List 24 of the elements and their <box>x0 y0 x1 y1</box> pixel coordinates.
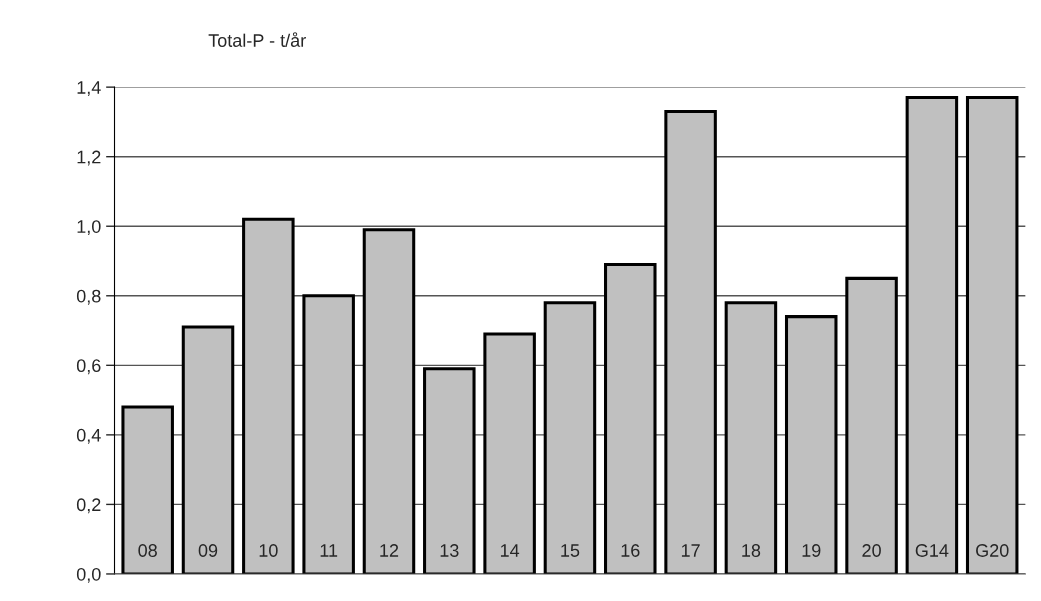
y-tick-label: 0,0 <box>76 567 101 583</box>
x-tick-label: 08 <box>138 544 157 557</box>
y-tick-label: 1,2 <box>77 150 101 166</box>
x-tick-label: G14 <box>915 544 949 557</box>
x-tick-label: 10 <box>259 544 278 557</box>
y-tick-label: 1,0 <box>77 220 101 236</box>
y-tick-label: 1,4 <box>77 81 101 96</box>
x-tick-label: 14 <box>500 544 520 557</box>
x-tick-label: 12 <box>380 544 399 557</box>
x-tick-label: 15 <box>561 544 580 557</box>
x-tick-label: G20 <box>976 544 1009 557</box>
x-tick-label: 20 <box>862 544 881 557</box>
x-tick-label: 13 <box>440 544 459 557</box>
x-tick-label: 16 <box>621 544 640 557</box>
x-tick-label: 11 <box>320 544 338 557</box>
y-tick-label: 0,4 <box>76 428 101 444</box>
x-tick-label: 19 <box>802 544 821 557</box>
y-tick-label: 0,8 <box>76 289 101 305</box>
x-tick-label: 09 <box>198 544 218 557</box>
y-tick-label: 0,2 <box>76 498 101 514</box>
x-tick-label: 17 <box>681 544 700 557</box>
chart-title: Total-P - t/år <box>208 32 306 47</box>
y-tick-label: 0,6 <box>76 359 101 375</box>
x-tick-label: 18 <box>742 544 761 557</box>
